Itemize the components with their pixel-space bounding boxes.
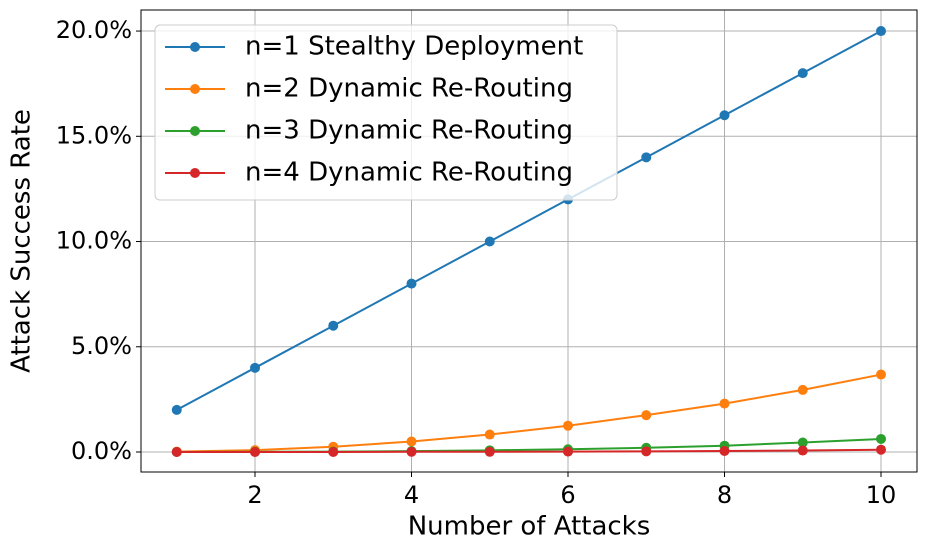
data-point bbox=[876, 369, 887, 380]
data-point bbox=[797, 68, 808, 79]
y-tick-label: 20.0% bbox=[56, 16, 132, 44]
legend-label: n=1 Stealthy Deployment bbox=[245, 32, 583, 62]
legend-marker bbox=[190, 42, 200, 52]
data-point bbox=[797, 437, 808, 448]
data-point bbox=[484, 236, 495, 247]
legend-label: n=2 Dynamic Re-Routing bbox=[245, 74, 573, 104]
x-tick-label: 2 bbox=[247, 481, 262, 509]
data-point bbox=[171, 447, 182, 458]
data-point bbox=[563, 420, 574, 431]
x-tick-label: 6 bbox=[560, 481, 575, 509]
x-tick-label: 8 bbox=[717, 481, 732, 509]
legend-label: n=3 Dynamic Re-Routing bbox=[245, 116, 573, 146]
data-point bbox=[876, 26, 887, 37]
data-point bbox=[641, 152, 652, 163]
data-point bbox=[328, 447, 339, 458]
data-point bbox=[797, 384, 808, 395]
y-tick-label: 10.0% bbox=[56, 227, 132, 255]
legend: n=1 Stealthy Deployment n=2 Dynamic Re-Ro… bbox=[154, 24, 618, 201]
y-tick-label: 5.0% bbox=[71, 332, 132, 360]
data-point bbox=[171, 404, 182, 415]
y-axis-label: Attack Success Rate bbox=[7, 109, 37, 373]
series-line bbox=[176, 373, 882, 453]
data-point bbox=[484, 446, 495, 457]
data-point bbox=[641, 446, 652, 457]
data-point bbox=[484, 429, 495, 440]
series-line bbox=[176, 448, 882, 454]
data-point bbox=[250, 447, 261, 458]
legend-label: n=4 Dynamic Re-Routing bbox=[245, 158, 573, 188]
legend-marker bbox=[190, 168, 200, 178]
data-point bbox=[876, 433, 887, 444]
data-point bbox=[328, 320, 339, 331]
x-axis-label: Number of Attacks bbox=[408, 512, 651, 542]
data-point bbox=[406, 436, 417, 447]
series-line bbox=[176, 30, 882, 411]
y-tick-label: 0.0% bbox=[71, 437, 132, 465]
x-tick-label: 10 bbox=[866, 481, 897, 509]
data-point bbox=[406, 278, 417, 289]
data-point bbox=[719, 110, 730, 121]
data-point bbox=[406, 446, 417, 457]
legend-marker bbox=[190, 84, 200, 94]
data-point bbox=[641, 410, 652, 421]
legend-marker bbox=[190, 126, 200, 136]
y-tick-label: 15.0% bbox=[56, 121, 132, 149]
legend-box bbox=[154, 24, 618, 201]
data-point bbox=[876, 444, 887, 455]
data-point bbox=[719, 445, 730, 456]
data-point bbox=[719, 398, 730, 409]
data-point bbox=[250, 362, 261, 373]
x-tick-label: 4 bbox=[404, 481, 419, 509]
data-point bbox=[797, 445, 808, 456]
plot-frame bbox=[140, 9, 918, 473]
data-point bbox=[563, 446, 574, 457]
